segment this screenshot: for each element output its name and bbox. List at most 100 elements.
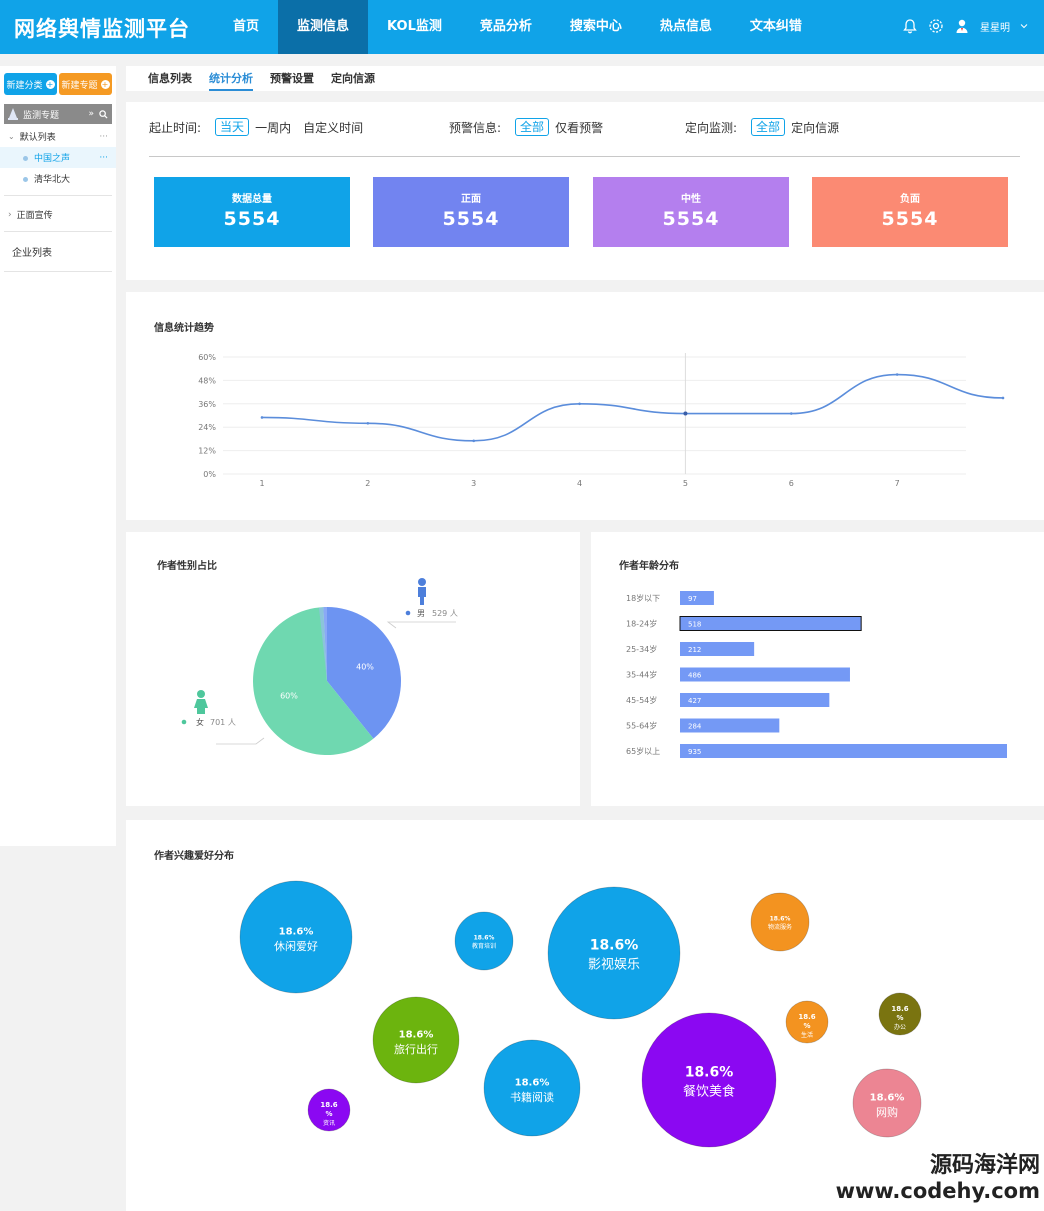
group-default[interactable]: ⌄ 默认列表 ··· [0,124,116,147]
bubble[interactable]: 18.6% 餐饮美食 [641,1012,777,1148]
stat-value: 5554 [881,208,939,230]
leader-line [386,621,456,629]
series-line [261,373,1004,442]
age-chart: 18岁以下 97 18-24岁 518 25-34岁 212 35-44岁 486 45-54岁… [626,591,1007,758]
time-option-week[interactable]: 一周内 [255,120,292,135]
more-icon[interactable]: ··· [99,152,108,163]
user-name[interactable]: 星星明 [980,22,1010,34]
nav-item-3[interactable]: 竞品分析 [479,19,532,34]
stat-label: 正面 [461,194,481,205]
sidebar-item-label: 中国之声 [34,154,71,164]
collapse-icon[interactable]: » [88,109,94,119]
bell-icon[interactable] [902,18,918,34]
pie-slice[interactable] [253,607,374,755]
time-option-custom[interactable]: 自定义时间 [303,120,364,135]
warn-option-all[interactable]: 全部 [515,118,550,136]
data-point[interactable] [895,373,899,376]
nav-item-1[interactable]: 监测信息 [278,0,369,54]
bubble-value: 18.6 [798,1013,815,1021]
data-point[interactable] [472,439,476,443]
new-category-button[interactable]: 新建分类 + [4,73,57,95]
new-topic-button[interactable]: 新建专题 + [59,73,112,95]
search-icon[interactable] [99,109,108,119]
more-icon[interactable]: ··· [99,131,108,142]
directed-option-all[interactable]: 全部 [751,118,786,136]
age-bar-value: 486 [688,672,702,680]
age-bar[interactable] [680,591,714,605]
bubble[interactable]: 18.6% 影视娱乐 [547,886,681,1020]
data-point[interactable] [260,416,264,419]
nav-item-0[interactable]: 首页 [233,19,260,34]
data-point[interactable] [366,422,370,425]
data-point[interactable] [789,412,793,415]
bubble-value: 18.6% [515,1078,550,1089]
enterprise-list-link[interactable]: 企业列表 [0,238,116,265]
topic-icon [8,108,18,120]
data-point[interactable] [578,402,581,406]
age-bar[interactable] [680,693,830,707]
hobby-card: 作者兴趣爱好分布 18.6% 休闲爱好 18.6% 教育培训 18.6% 影视娱乐 18.6… [126,820,1044,1211]
group-positive[interactable]: › 正面宣传 [0,202,116,225]
bubble[interactable]: 18.6%资讯 [307,1088,351,1132]
topic-header-label: 监测专题 [23,110,60,121]
nav-item-2[interactable]: KOL监测 [387,19,442,34]
nav-item-6[interactable]: 文本纠错 [749,19,802,34]
bubble-circle [483,1039,581,1137]
stat-card-0[interactable]: 数据总量 5554 [154,177,350,247]
directed-filter-label: 定向监测: [685,120,738,135]
sidebar-item-1[interactable]: 清华北大 [0,168,116,189]
divider [4,231,112,232]
bubble[interactable]: 18.6%生活 [785,1000,829,1044]
stat-card-2[interactable]: 中性 5554 [593,177,789,247]
age-bar[interactable] [680,642,755,656]
stat-card-3[interactable]: 负面 5554 [812,177,1008,247]
legend-male[interactable]: 男 529 人 [386,578,458,629]
directed-filter: 定向监测: 全部 定向信源 [685,118,839,136]
age-category-label: 18-24岁 [626,619,657,629]
plus-icon: + [100,79,110,89]
tab-3[interactable]: 定向信源 [331,72,375,85]
pie-slice[interactable] [323,607,402,739]
pie-highlight [319,607,327,681]
group-positive-label: 正面宣传 [16,211,53,221]
data-point[interactable] [1001,396,1005,400]
bubble[interactable]: 18.6%物流服务 [750,892,810,952]
bubble-value: 18.6% [399,1030,434,1041]
sidebar-item-0[interactable]: 中国之声 ··· [0,147,116,168]
bubble-circle [307,1088,351,1132]
bubble[interactable]: 18.6%旅行出行 [372,996,460,1084]
nav-item-5[interactable]: 热点信息 [659,19,712,34]
bubble[interactable]: 18.6%休闲爱好 [239,880,353,994]
watermark-line1: 源码海洋网 [929,1153,1040,1178]
bubble[interactable]: 18.6%网购 [852,1068,922,1138]
stat-card-1[interactable]: 正面 5554 [373,177,569,247]
watermark: 源码海洋网 www.codehy.com [836,1147,1040,1203]
directed-option-source[interactable]: 定向信源 [791,120,840,135]
warn-option-only[interactable]: 仅看预警 [555,120,604,135]
chevron-down-icon[interactable] [1020,22,1028,30]
age-bar[interactable] [680,667,850,682]
trend-title: 信息统计趋势 [154,323,214,334]
age-bar[interactable] [679,616,862,631]
user-avatar-icon[interactable] [954,18,970,34]
gear-icon[interactable] [928,18,944,34]
age-bar[interactable] [680,718,780,733]
legend-female[interactable]: 女 701 人 [181,690,265,745]
time-filter-label: 起止时间: [149,120,202,135]
data-point[interactable] [683,411,688,416]
tab-1[interactable]: 统计分析 [209,66,253,91]
age-category-label: 35-44岁 [626,670,657,680]
tab-0[interactable]: 信息列表 [148,72,192,85]
bubble-label: 物流服务 [768,923,792,931]
time-option-today[interactable]: 当天 [215,118,250,136]
nav-item-4[interactable]: 搜索中心 [569,19,622,34]
bubble[interactable]: 18.6%办公 [878,992,922,1036]
bubble[interactable]: 18.6%书籍阅读 [483,1039,581,1137]
bubble-circle [239,880,353,994]
bubble-label: 书籍阅读 [510,1090,554,1104]
age-bar[interactable] [680,744,1007,758]
tab-2[interactable]: 预警设置 [270,72,314,85]
pie-slice-label: 60% [280,691,298,700]
bubble[interactable]: 18.6%教育培训 [454,911,514,971]
stat-label: 负面 [900,194,920,205]
